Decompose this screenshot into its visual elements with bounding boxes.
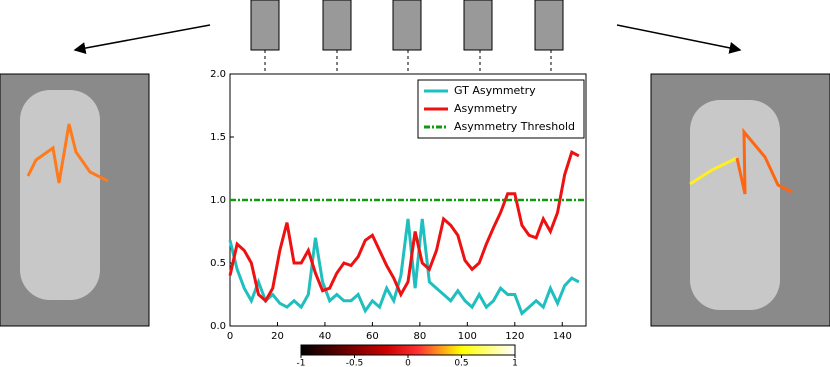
x-tick-label: 60 [366, 331, 379, 342]
y-tick-label: 2.0 [210, 69, 226, 80]
y-tick-label: 1.0 [210, 195, 226, 206]
left-photo [0, 73, 150, 327]
thumbnails [250, 0, 564, 74]
y-tick-label: 1.5 [210, 132, 226, 143]
legend-label: GT Asymmetry [454, 84, 536, 97]
x-tick-label: 100 [458, 331, 477, 342]
right-photo [650, 73, 830, 327]
legend-label: Asymmetry [454, 102, 518, 115]
x-tick-label: 20 [271, 331, 284, 342]
x-tick-label: 140 [553, 331, 572, 342]
x-tick-label: 80 [413, 331, 426, 342]
colorbar [300, 344, 516, 356]
arrow [616, 24, 742, 54]
legend-label: Asymmetry Threshold [454, 120, 575, 133]
x-tick-label: 0 [227, 331, 233, 342]
x-tick-label: 120 [505, 331, 524, 342]
colorbar-tick-label: 1 [512, 359, 518, 367]
y-tick-label: 0.5 [210, 258, 226, 269]
series-line [228, 218, 580, 316]
x-tick-label: 40 [319, 331, 332, 342]
arrow [73, 24, 211, 54]
colorbar-tick-label: 0.5 [454, 359, 468, 367]
colorbar-tick-label: -1 [297, 359, 306, 367]
series-line [228, 149, 580, 304]
colorbar-tick-label: 0 [405, 359, 411, 367]
y-tick-label: 0.0 [210, 321, 226, 332]
colorbar-tick-label: -0.5 [346, 359, 364, 367]
